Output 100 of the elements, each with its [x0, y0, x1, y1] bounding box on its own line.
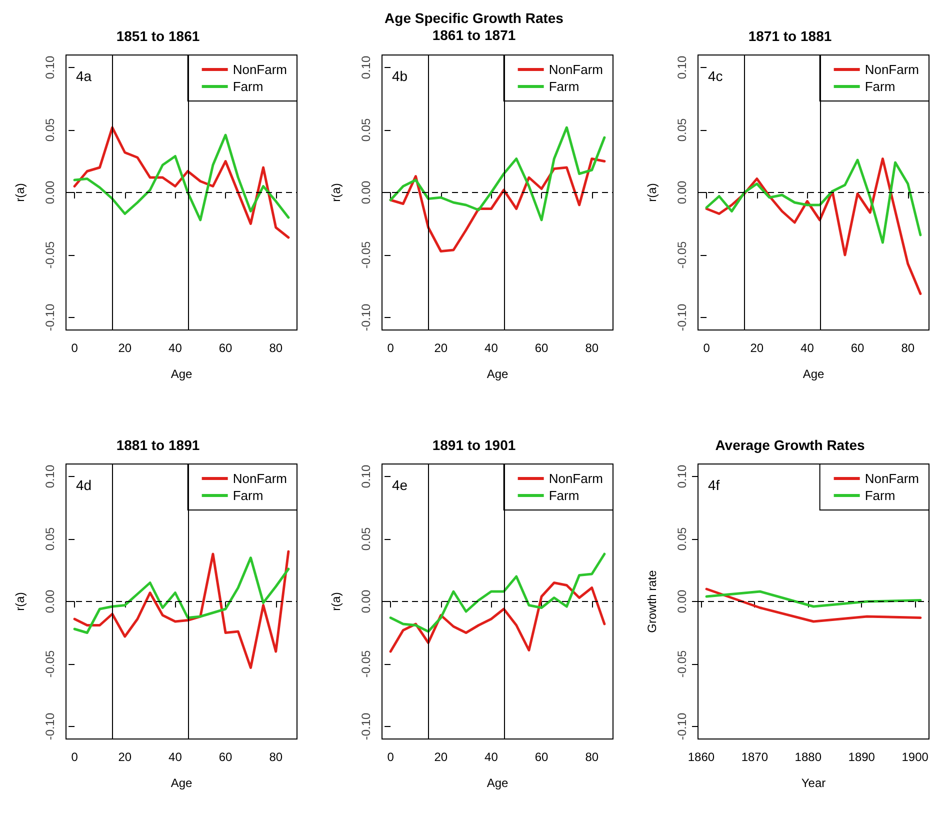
y-tick-label: -0.05 [43, 241, 57, 269]
line-series [389, 552, 606, 633]
x-tick-label: 20 [750, 341, 764, 355]
x-tick-label: 20 [118, 341, 132, 355]
line-series [705, 158, 922, 244]
x-tick-label: 80 [585, 750, 599, 764]
x-axis-title: Age [802, 367, 824, 381]
x-tick-label: 1890 [848, 750, 876, 764]
annotation: 4d [76, 477, 92, 493]
y-tick-label: 0.05 [675, 118, 689, 142]
legend-label: Farm [548, 488, 580, 503]
x-tick-label: 0 [387, 341, 394, 355]
legend-label: NonFarm [548, 471, 604, 486]
x-tick-label: 20 [434, 341, 448, 355]
line-series [389, 582, 606, 653]
legend-label: NonFarm [864, 471, 920, 486]
legend-label: Farm [864, 79, 896, 94]
y-tick-label: 0.10 [675, 464, 689, 488]
x-tick-label: 60 [218, 750, 233, 764]
y-tick-label: 0.00 [43, 590, 57, 614]
annotation: 4f [708, 477, 720, 493]
y-axis-title: r(a) [13, 183, 27, 202]
x-tick-label: 60 [218, 341, 233, 355]
legend-label: NonFarm [232, 471, 288, 486]
y-tick-label: -0.10 [359, 712, 373, 740]
x-tick-label: 1900 [902, 750, 929, 764]
y-tick-label: -0.10 [359, 304, 373, 332]
x-tick-label: 20 [118, 750, 132, 764]
x-tick-label: 0 [703, 341, 710, 355]
chart-title: Average Growth Rates [715, 437, 866, 453]
x-tick-label: 0 [71, 750, 78, 764]
x-tick-label: 40 [168, 750, 182, 764]
x-tick-label: 1870 [741, 750, 768, 764]
x-tick-label: 40 [800, 341, 814, 355]
x-axis-title: Year [801, 776, 826, 790]
y-tick-label: -0.05 [43, 650, 57, 678]
x-tick-label: 80 [269, 341, 283, 355]
chart-subtitle: 1861 to 1871 [432, 27, 516, 43]
y-tick-label: 0.10 [359, 464, 373, 488]
legend-label: NonFarm [232, 62, 288, 77]
y-tick-label: 0.05 [43, 118, 57, 142]
line-series [705, 588, 922, 623]
legend-label: NonFarm [548, 62, 604, 77]
chart-title: 1881 to 1891 [116, 437, 200, 453]
line-series [73, 134, 290, 222]
y-tick-label: 0.05 [675, 527, 689, 551]
line-series [389, 126, 606, 222]
chart-title: 1851 to 1861 [116, 28, 200, 44]
y-axis-title: r(a) [13, 592, 27, 611]
x-tick-label: 0 [71, 341, 78, 355]
y-axis-title: r(a) [329, 183, 343, 202]
y-tick-label: -0.10 [43, 304, 57, 332]
x-tick-label: 80 [585, 341, 599, 355]
x-tick-label: 0 [387, 750, 394, 764]
legend-label: Farm [864, 488, 896, 503]
y-tick-label: 0.00 [359, 590, 373, 614]
annotation: 4a [76, 68, 92, 84]
legend-label: Farm [232, 79, 264, 94]
x-tick-label: 60 [850, 341, 865, 355]
legend-label: Farm [548, 79, 580, 94]
chart-title: 1871 to 1881 [748, 28, 832, 44]
y-tick-label: 0.10 [675, 56, 689, 80]
y-tick-label: 0.00 [43, 180, 57, 204]
x-tick-label: 1880 [794, 750, 822, 764]
y-tick-label: -0.05 [359, 241, 373, 269]
x-tick-label: 60 [534, 341, 549, 355]
y-tick-label: 0.05 [43, 527, 57, 551]
y-axis-title: r(a) [329, 592, 343, 611]
y-tick-label: 0.10 [43, 56, 57, 80]
annotation: 4b [392, 68, 408, 84]
x-tick-label: 1860 [688, 750, 715, 764]
x-tick-label: 60 [534, 750, 549, 764]
y-tick-label: -0.05 [675, 650, 689, 678]
legend-label: Farm [232, 488, 264, 503]
y-tick-label: -0.10 [675, 304, 689, 332]
x-tick-label: 40 [168, 341, 182, 355]
y-tick-label: -0.10 [675, 712, 689, 740]
y-tick-label: 0.05 [359, 527, 373, 551]
legend-label: NonFarm [864, 62, 920, 77]
y-tick-label: -0.05 [359, 650, 373, 678]
y-tick-label: 0.00 [359, 180, 373, 204]
x-tick-label: 40 [484, 341, 498, 355]
x-tick-label: 40 [484, 750, 498, 764]
y-tick-label: 0.10 [359, 56, 373, 80]
y-tick-label: -0.10 [43, 712, 57, 740]
x-axis-title: Age [486, 367, 508, 381]
y-tick-label: 0.00 [675, 590, 689, 614]
chart-title: Age Specific Growth Rates [384, 10, 564, 26]
line-series [73, 556, 290, 634]
x-axis-title: Age [486, 776, 508, 790]
annotation: 4e [392, 477, 408, 493]
line-series [705, 158, 922, 295]
x-axis-title: Age [170, 367, 192, 381]
y-axis-title: r(a) [645, 183, 659, 202]
x-tick-label: 80 [269, 750, 283, 764]
x-tick-label: 80 [901, 341, 915, 355]
y-tick-label: -0.05 [675, 241, 689, 269]
y-tick-label: 0.00 [675, 180, 689, 204]
line-series [705, 590, 922, 608]
chart-title: 1891 to 1901 [432, 437, 516, 453]
